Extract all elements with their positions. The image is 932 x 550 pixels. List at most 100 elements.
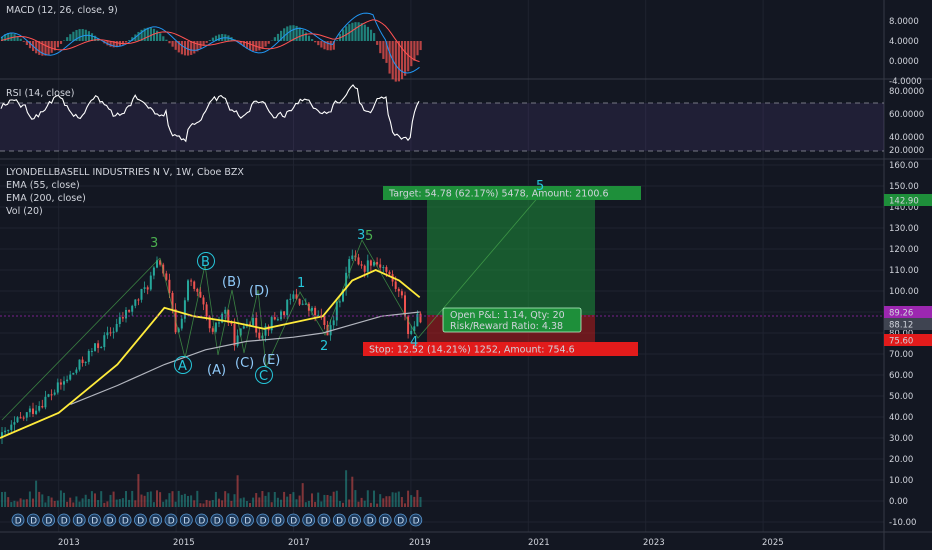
rsi-label[interactable]: RSI (14, close) — [6, 88, 74, 99]
dividend-marker[interactable] — [302, 513, 316, 527]
dividend-marker-label: D — [91, 517, 98, 527]
price-axis[interactable]: 8.0000 4.0000 0.0000 -4.0000 80.0000 60.… — [889, 17, 924, 156]
dividend-marker[interactable] — [149, 513, 163, 527]
wave-label[interactable]: A — [178, 359, 187, 374]
dividend-marker-label: D — [306, 517, 313, 527]
ema55-line — [0, 269, 421, 439]
candle-body — [53, 392, 56, 395]
dividend-marker[interactable] — [348, 513, 362, 527]
dividend-marker[interactable] — [103, 513, 117, 527]
price-tick: 60.00 — [889, 371, 913, 381]
dividend-marker[interactable] — [363, 513, 377, 527]
dividend-marker[interactable] — [286, 513, 300, 527]
volume-bar — [326, 494, 329, 507]
volume-bar — [400, 497, 403, 507]
macd-histogram-bar — [394, 41, 397, 82]
target-label-box[interactable] — [383, 186, 641, 200]
macd-histogram-bar — [273, 37, 276, 41]
dividend-marker[interactable] — [241, 513, 254, 527]
volume-bar — [168, 493, 171, 507]
candle-body — [323, 316, 326, 325]
candle-body — [366, 260, 369, 272]
volume-bar — [4, 491, 7, 507]
wave-label[interactable]: (E) — [262, 353, 280, 368]
dividend-marker-label: D — [107, 517, 114, 527]
macd-histogram-bar — [19, 38, 22, 41]
macd-histogram-bar — [320, 41, 323, 48]
dividend-marker[interactable] — [11, 513, 25, 527]
open-pnl-box[interactable] — [442, 307, 582, 333]
wave-label[interactable]: (A) — [207, 363, 226, 378]
candle-body — [149, 275, 152, 290]
wave-label[interactable]: 2 — [320, 339, 328, 354]
dividend-marker-label: D — [336, 517, 343, 527]
volume-bar — [1, 492, 3, 507]
dividend-marker[interactable] — [72, 513, 86, 527]
macd-histogram-bar — [177, 41, 180, 53]
candle-body — [382, 267, 385, 269]
dividend-marker[interactable] — [256, 513, 270, 527]
dividend-marker[interactable] — [210, 513, 224, 527]
wave-label[interactable]: 3 — [150, 236, 158, 251]
dividend-marker-label: D — [382, 517, 389, 527]
candle-body — [214, 322, 217, 332]
wave-label[interactable]: 5 — [365, 229, 373, 244]
wave-line[interactable] — [1, 257, 161, 421]
dividend-marker-label: D — [260, 517, 267, 527]
candle-body — [379, 264, 382, 268]
dividend-marker-label: D — [76, 517, 83, 527]
wave-label[interactable]: 5 — [536, 179, 544, 194]
target-zone[interactable] — [427, 200, 595, 315]
wave-label[interactable]: (C) — [235, 356, 254, 371]
dividend-marker[interactable] — [118, 513, 132, 527]
dividend-marker[interactable] — [164, 513, 178, 527]
dividend-marker[interactable] — [271, 513, 285, 527]
macd-histogram-bar — [131, 37, 134, 41]
x-tick: 2025 — [762, 538, 784, 548]
dividend-marker[interactable] — [225, 513, 239, 527]
macd-histogram-bar — [187, 41, 190, 56]
rsi-pane[interactable] — [0, 80, 884, 158]
volume-bar — [69, 497, 72, 507]
dividend-marker[interactable] — [378, 513, 392, 527]
wave-label[interactable]: 1 — [297, 276, 305, 291]
dividend-marker[interactable] — [42, 513, 55, 527]
volume-bar — [134, 500, 137, 507]
candle-body — [25, 412, 28, 418]
candle-body — [180, 318, 183, 329]
wave-label[interactable]: 3 — [357, 228, 365, 243]
symbol-title[interactable]: LYONDELLBASELL INDUSTRIES N V, 1W, Cboe … — [6, 167, 244, 178]
candle-body — [143, 287, 146, 289]
dividend-marker[interactable] — [394, 513, 407, 527]
dividend-marker[interactable] — [409, 513, 423, 527]
dividend-marker[interactable] — [57, 513, 71, 527]
dividend-marker[interactable] — [332, 513, 346, 527]
dividend-marker[interactable] — [26, 513, 40, 527]
wave-label[interactable]: (B) — [222, 275, 241, 290]
ema55-label[interactable]: EMA (55, close) — [6, 180, 80, 191]
wave-label[interactable]: B — [201, 255, 210, 270]
macd-label[interactable]: MACD (12, 26, close, 9) — [6, 5, 118, 16]
macd-histogram-bar — [261, 41, 264, 49]
dividend-marker[interactable] — [88, 513, 101, 527]
dividend-marker[interactable] — [195, 513, 209, 527]
time-axis[interactable]: 2013 2015 2017 2019 2021 2023 2025 — [58, 538, 784, 548]
dividend-marker[interactable] — [133, 513, 147, 527]
macd-histogram-bar — [152, 28, 156, 41]
candle-body — [218, 322, 220, 324]
wave-label[interactable]: (D) — [249, 284, 269, 299]
candle-body — [326, 324, 329, 336]
macd-histogram-bar — [94, 35, 97, 41]
dividend-marker[interactable] — [317, 513, 331, 527]
volume-label[interactable]: Vol (20) — [6, 206, 43, 217]
macd-histogram-bar — [345, 26, 348, 41]
wave-line[interactable] — [159, 194, 541, 369]
volume-bar — [10, 502, 13, 507]
stop-label-box[interactable] — [363, 342, 638, 356]
wave-label[interactable]: 4 — [410, 335, 418, 350]
wave-label[interactable]: C — [259, 369, 268, 384]
ema200-label[interactable]: EMA (200, close) — [6, 193, 86, 204]
volume-bar — [146, 492, 149, 507]
dividend-marker[interactable] — [179, 513, 193, 527]
